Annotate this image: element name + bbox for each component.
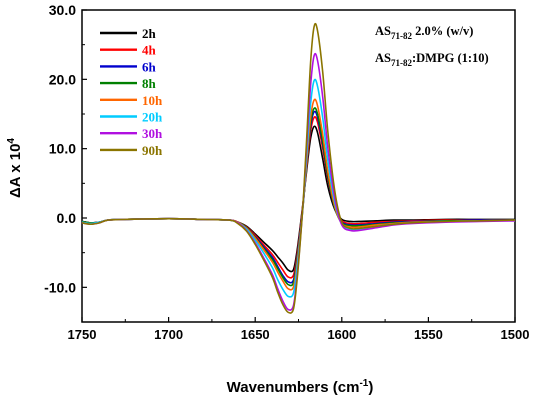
y-tick-label: 10.0 xyxy=(49,141,76,157)
y-tick-label: -10.0 xyxy=(44,279,76,295)
legend-label: 10h xyxy=(142,93,163,108)
legend-label: 90h xyxy=(142,143,163,158)
legend-label: 8h xyxy=(142,76,157,91)
y-tick-label: 0.0 xyxy=(57,210,77,226)
x-tick-label: 1550 xyxy=(414,327,443,342)
annotation-pre: AS xyxy=(375,51,391,65)
x-tick-label: 1650 xyxy=(241,327,270,342)
annotations: AS71-82 2.0% (w/v)AS71-82:DMPG (1:10) xyxy=(375,24,489,68)
spectra-lines xyxy=(81,22,516,314)
legend-label: 20h xyxy=(142,110,163,125)
annotation-post: :DMPG (1:10) xyxy=(412,51,489,65)
annotation-sub: 71-82 xyxy=(391,31,412,41)
x-axis-title-end: ) xyxy=(368,379,373,396)
x-tick-label: 1600 xyxy=(327,327,356,342)
y-tick-label: 20.0 xyxy=(49,71,76,87)
x-axis-ticks: 1750 1700 1650 1600 1550 1500 xyxy=(68,317,530,342)
series-line-90h xyxy=(81,22,516,314)
x-axis-title: Wavenumbers (cm-1) xyxy=(227,378,374,396)
legend-label: 30h xyxy=(142,126,163,141)
legend-label: 2h xyxy=(142,26,157,41)
y-axis-title: ΔA x 104 xyxy=(6,138,24,198)
annotation-post: 2.0% (w/v) xyxy=(412,24,473,38)
x-tick-label: 1700 xyxy=(154,327,183,342)
x-tick-label: 1750 xyxy=(68,327,97,342)
y-axis-ticks: 30.0 20.0 10.0 0.0 -10.0 xyxy=(44,2,87,323)
x-axis-title-main: Wavenumbers (cm xyxy=(227,379,360,396)
y-axis-title-main: ΔA x 10 xyxy=(7,144,24,198)
annotation-text: AS71-82:DMPG (1:10) xyxy=(375,51,489,68)
y-tick-label: 30.0 xyxy=(49,2,76,18)
x-axis-title-sup: -1 xyxy=(359,378,368,389)
legend-label: 4h xyxy=(142,43,157,58)
y-axis-title-sup: 4 xyxy=(6,138,17,144)
legend-label: 6h xyxy=(142,59,157,74)
annotation-text: AS71-82 2.0% (w/v) xyxy=(375,24,473,41)
annotation-pre: AS xyxy=(375,24,391,38)
x-tick-label: 1500 xyxy=(501,327,530,342)
annotation-sub: 71-82 xyxy=(391,58,412,68)
